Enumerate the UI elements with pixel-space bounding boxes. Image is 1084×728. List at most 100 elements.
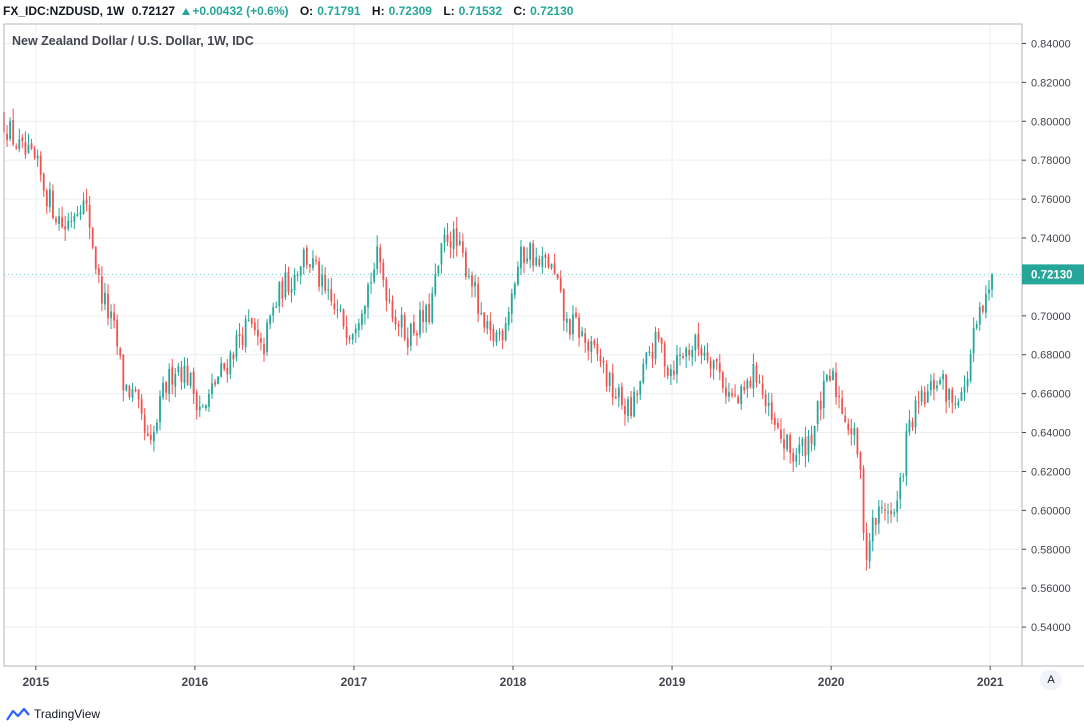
candle-up (691, 345, 694, 367)
candle-up (966, 371, 969, 393)
candle-body (198, 406, 201, 411)
candle-up (798, 436, 801, 465)
candle-up (58, 207, 60, 231)
candle-up (79, 205, 82, 220)
candle-body (177, 366, 180, 373)
candle-down (107, 284, 109, 326)
symbol-label[interactable]: FX_IDC:NZDUSD, 1W (3, 4, 125, 18)
candle-body (474, 281, 476, 287)
candle-up (373, 262, 376, 284)
candle-body (174, 373, 177, 387)
price-chart[interactable]: 0.54000 0.56000 0.58000 0.60000 0.62000 0.640… (0, 0, 1084, 700)
candle-body (709, 360, 712, 369)
candle-up (189, 371, 192, 389)
candle-body (330, 289, 333, 302)
candle-body (933, 379, 935, 390)
candle-up (211, 373, 213, 399)
candle-up (367, 282, 369, 319)
candle-body (379, 247, 382, 263)
time-axis[interactable]: 2015 2016 2017 2018 2019 2020 2021 (22, 666, 1004, 689)
candle-body (364, 306, 366, 314)
candle-up (507, 306, 510, 331)
candle-body (590, 341, 593, 352)
candle-body (783, 439, 785, 449)
chart-frame (3, 23, 1084, 667)
candle-up (48, 182, 51, 213)
candle-down (562, 288, 565, 332)
candle-up (204, 404, 207, 411)
candle-down (238, 322, 241, 348)
candle-down (523, 245, 525, 273)
candle-up (887, 503, 889, 524)
candle-up (156, 418, 158, 435)
candle-down (61, 206, 64, 229)
tradingview-brand[interactable]: TradingView (6, 704, 100, 724)
candle-body (287, 272, 290, 292)
candle-down (933, 372, 935, 401)
candle-body (581, 331, 584, 337)
candle-body (104, 292, 106, 305)
candle-body (902, 475, 905, 477)
candles (3, 101, 993, 571)
candle-body (183, 365, 186, 384)
candle-down (186, 357, 189, 386)
candle-body (100, 276, 103, 304)
ohlc-close-value: 0.72130 (530, 4, 574, 18)
candle-body (565, 318, 568, 323)
candle-down (263, 337, 265, 362)
candle-body (281, 281, 284, 299)
price-axis[interactable]: 0.54000 0.56000 0.58000 0.60000 0.62000 0.640… (1022, 38, 1071, 634)
candle-down (91, 226, 94, 250)
tradingview-logo-icon (6, 707, 30, 721)
candle-body (575, 312, 577, 318)
candle-body (266, 322, 268, 353)
candle-up (431, 287, 434, 325)
candle-body (911, 421, 914, 428)
last-price-marker: 0.72130 (4, 264, 1084, 285)
candle-down (651, 342, 654, 369)
candle-up (881, 500, 883, 514)
candle-body (929, 381, 932, 391)
candle-body (553, 263, 556, 274)
candle-down (804, 426, 807, 468)
candle-down (471, 271, 473, 298)
candle-body (36, 155, 39, 159)
candle-body (406, 338, 409, 348)
candle-up (908, 409, 911, 436)
candle-up (975, 320, 978, 331)
candle-body (39, 155, 42, 175)
candle-body (526, 258, 528, 262)
candle-body (767, 403, 770, 406)
candle-down (789, 432, 792, 464)
candle-body (743, 386, 746, 391)
candle-up (468, 268, 470, 280)
candle-down (672, 360, 675, 381)
candle-body (24, 142, 27, 155)
candle-body (45, 190, 48, 207)
candle-body (275, 306, 278, 308)
candle-up (67, 212, 70, 232)
auto-scale-button[interactable]: A (1040, 670, 1062, 690)
candle-up (217, 376, 220, 385)
candle-body (562, 289, 565, 321)
candle-body (278, 282, 281, 307)
y-tick-label: 0.54000 (1031, 622, 1071, 634)
candle-body (636, 393, 639, 395)
candle-down (15, 143, 18, 151)
candle-up (266, 318, 268, 356)
candle-up (899, 472, 902, 510)
candle-body (76, 214, 79, 217)
candle-body (27, 144, 30, 154)
candle-body (981, 305, 984, 312)
candle-body (884, 509, 886, 511)
candle-body (409, 323, 412, 346)
candle-body (568, 318, 571, 335)
x-tick-label: 2020 (818, 675, 845, 689)
candle-body (602, 360, 605, 363)
candle-body (171, 367, 174, 385)
candle-body (645, 352, 648, 365)
candle-body (443, 234, 446, 243)
candle-up (168, 363, 171, 403)
candle-up (376, 235, 379, 275)
candle-up (905, 423, 908, 486)
